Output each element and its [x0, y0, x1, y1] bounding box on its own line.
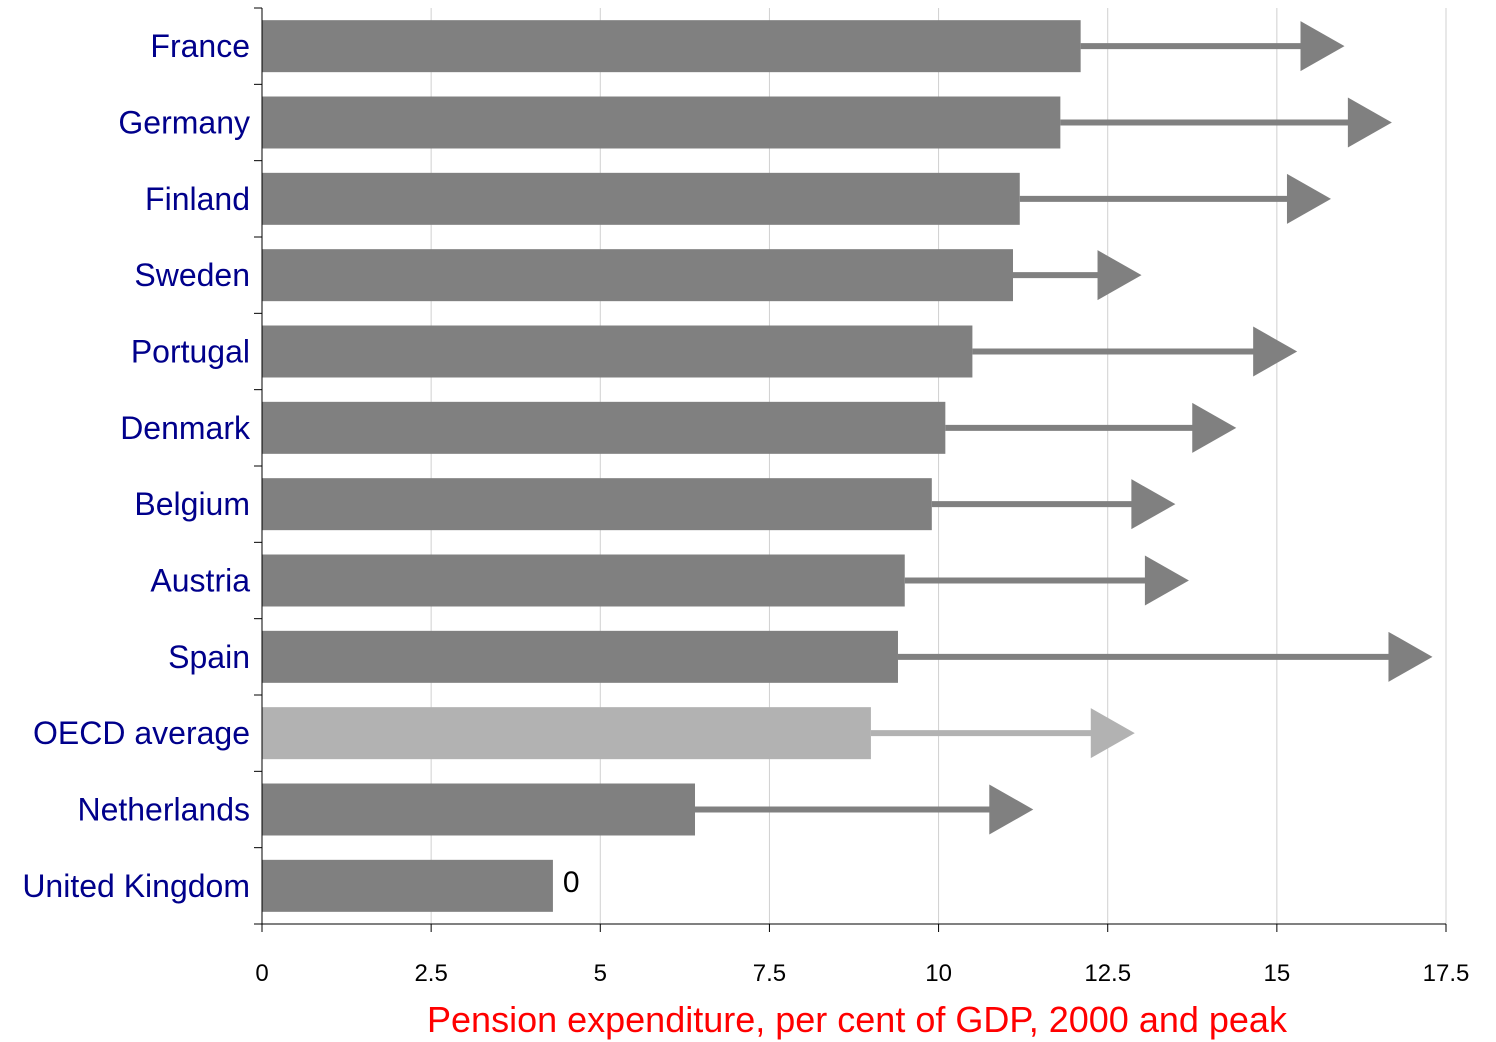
category-label: Denmark — [120, 410, 251, 446]
arrow-head-germany — [1347, 97, 1392, 148]
labels: France Germany Finland Sweden Portugal Denmar… — [22, 28, 579, 904]
category-label: Finland — [145, 181, 250, 217]
x-tick-label: 10 — [925, 960, 952, 987]
x-tick-label: 12.5 — [1084, 960, 1131, 987]
x-tick-label: 17.5 — [1423, 960, 1470, 987]
category-label: Portugal — [131, 334, 250, 370]
bar-austria — [262, 554, 905, 607]
arrow-head-oecd-average — [1090, 708, 1135, 759]
axes: 0 2.5 5 7.5 10 12.5 15 17.5 — [254, 7, 1470, 987]
category-label: Belgium — [134, 486, 250, 522]
x-tick-label: 7.5 — [753, 960, 786, 987]
bar-united-kingdom — [262, 859, 553, 912]
bar-oecd-average — [262, 707, 871, 760]
category-label: United Kingdom — [22, 868, 250, 904]
category-label: Netherlands — [77, 792, 250, 828]
x-axis-title: Pension expenditure, per cent of GDP, 20… — [427, 999, 1288, 1040]
bar-sweden — [262, 249, 1013, 302]
bar-germany — [262, 96, 1061, 149]
bar-spain — [262, 630, 898, 683]
bar-netherlands — [262, 783, 696, 836]
category-label: France — [150, 28, 250, 64]
x-tick-label: 2.5 — [414, 960, 447, 987]
bar-portugal — [262, 325, 973, 378]
x-tick-label: 0 — [255, 960, 268, 987]
category-label: Germany — [118, 105, 250, 141]
arrow-head-sweden — [1097, 250, 1142, 301]
arrow-head-finland — [1286, 173, 1331, 224]
category-label: Spain — [168, 639, 250, 675]
arrow-head-austria — [1144, 555, 1189, 606]
arrow-head-belgium — [1131, 479, 1176, 530]
arrow-head-denmark — [1192, 402, 1237, 453]
x-tick-label: 5 — [594, 960, 607, 987]
bars — [262, 20, 1081, 912]
bar-belgium — [262, 478, 932, 531]
category-label: Sweden — [134, 257, 250, 293]
arrow-head-portugal — [1253, 326, 1298, 377]
grid-lines — [430, 8, 1447, 924]
arrow-head-spain — [1388, 631, 1433, 682]
bar-denmark — [262, 401, 946, 454]
data-label: 0 — [563, 866, 580, 899]
arrows — [695, 21, 1433, 835]
category-label: Austria — [150, 563, 250, 599]
bar-finland — [262, 172, 1020, 225]
bar-france — [262, 20, 1081, 73]
arrow-head-netherlands — [989, 784, 1034, 835]
arrow-head-france — [1300, 21, 1345, 72]
x-tick-label: 15 — [1264, 960, 1291, 987]
category-label: OECD average — [33, 715, 250, 751]
